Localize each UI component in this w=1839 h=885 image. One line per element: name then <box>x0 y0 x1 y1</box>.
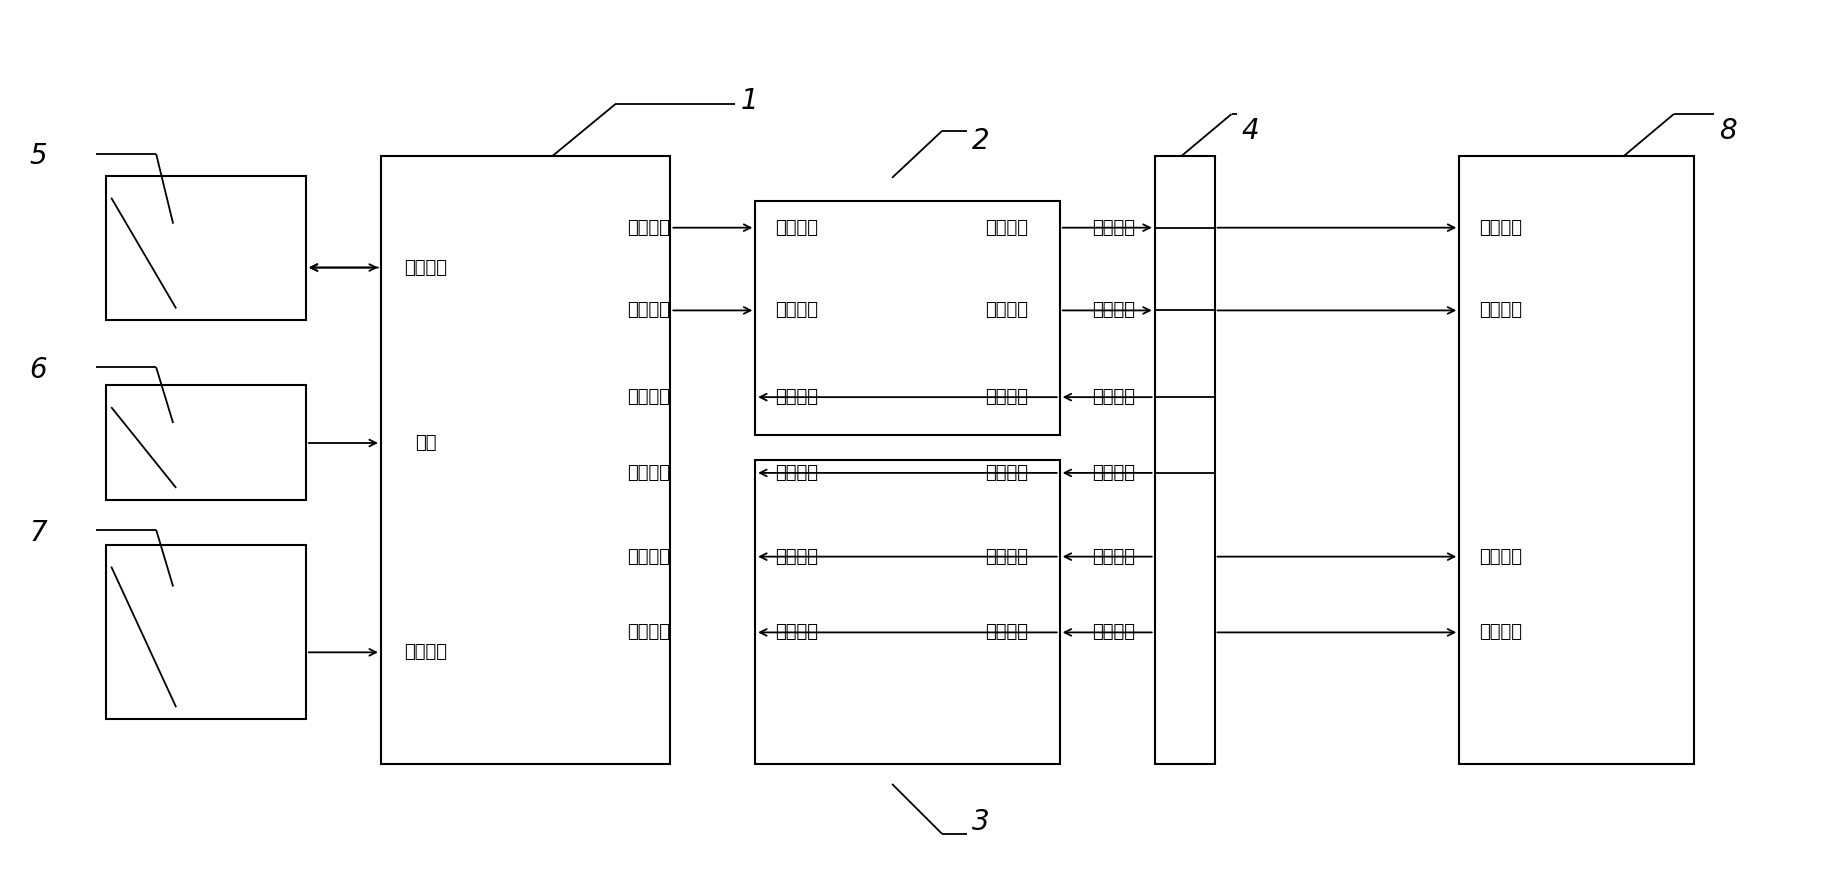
Text: 输出数据: 输出数据 <box>1479 623 1523 642</box>
Text: 存储接口: 存储接口 <box>405 643 447 661</box>
Text: 差分时钟: 差分时钟 <box>986 548 1028 566</box>
Bar <box>107 176 305 320</box>
Bar <box>756 201 1059 435</box>
Text: 输入时钟: 输入时钟 <box>1092 548 1135 566</box>
Text: 输出时钟: 输出时钟 <box>1092 219 1135 236</box>
Text: 自检时钟: 自检时钟 <box>627 389 671 406</box>
Text: 逻辑时钟: 逻辑时钟 <box>776 219 818 236</box>
Text: 输入时钟: 输入时钟 <box>627 548 671 566</box>
Text: 逻辑数据: 逻辑数据 <box>776 464 818 482</box>
Text: 差分数据: 差分数据 <box>986 302 1028 319</box>
Bar <box>1155 156 1214 764</box>
Bar <box>1458 156 1694 764</box>
Text: 逻辑数据: 逻辑数据 <box>776 623 818 642</box>
Text: 5: 5 <box>29 142 48 170</box>
Text: 逻辑数据: 逻辑数据 <box>776 302 818 319</box>
Text: 自检数据: 自检数据 <box>1092 464 1135 482</box>
Text: 6: 6 <box>29 357 48 384</box>
Text: 差分数据: 差分数据 <box>986 464 1028 482</box>
Bar <box>756 460 1059 764</box>
Text: 输出时钟: 输出时钟 <box>627 219 671 236</box>
Text: 输出时钟: 输出时钟 <box>1479 548 1523 566</box>
Text: 时钟: 时钟 <box>416 434 436 452</box>
Bar <box>107 385 305 500</box>
Text: 总线接口: 总线接口 <box>405 258 447 276</box>
Text: 7: 7 <box>29 519 48 547</box>
Text: 输出数据: 输出数据 <box>1092 302 1135 319</box>
Text: 差分数据: 差分数据 <box>986 623 1028 642</box>
Text: 输入数据: 输入数据 <box>627 623 671 642</box>
Text: 2: 2 <box>973 127 989 155</box>
Text: 8: 8 <box>1719 117 1736 145</box>
Text: 逻辑时钟: 逻辑时钟 <box>776 548 818 566</box>
Text: 自检数据: 自检数据 <box>627 464 671 482</box>
Text: 1: 1 <box>741 87 758 115</box>
Text: 自检时钟: 自检时钟 <box>1092 389 1135 406</box>
Text: 4: 4 <box>1241 117 1260 145</box>
Text: 差分时钟: 差分时钟 <box>986 389 1028 406</box>
Text: 输入数据: 输入数据 <box>1479 302 1523 319</box>
Text: 输入数据: 输入数据 <box>1092 623 1135 642</box>
Text: 3: 3 <box>973 808 989 835</box>
Text: 输入时钟: 输入时钟 <box>1479 219 1523 236</box>
Text: 输出数据: 输出数据 <box>627 302 671 319</box>
Bar <box>381 156 671 764</box>
Bar <box>107 544 305 720</box>
Text: 逻辑时钟: 逻辑时钟 <box>776 389 818 406</box>
Text: 差分时钟: 差分时钟 <box>986 219 1028 236</box>
